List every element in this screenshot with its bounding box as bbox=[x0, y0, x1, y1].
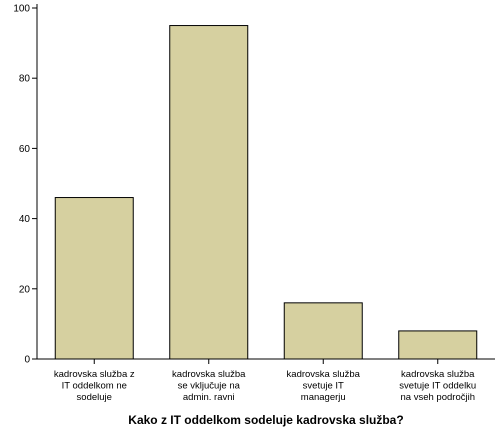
x-axis: kadrovska služba z IT oddelkom ne sodeluje… bbox=[37, 358, 495, 403]
bar bbox=[283, 302, 363, 360]
x-tick-label-line: se vključuje na bbox=[178, 381, 241, 392]
x-tick-label: kadrovska služba z IT oddelkom ne sodeluje bbox=[54, 369, 135, 403]
y-tick-label: 0 bbox=[24, 355, 30, 366]
bar bbox=[398, 330, 478, 360]
y-tick-label: 100 bbox=[13, 4, 30, 15]
x-tick-label-line: svetuje IT bbox=[303, 381, 344, 392]
x-tick-label-line: kadrovska služba bbox=[401, 369, 475, 380]
x-tick-label-line: na vseh področjih bbox=[401, 392, 475, 403]
x-tick-label-line: IT oddelkom ne bbox=[62, 381, 127, 392]
x-tick-label-line: svetuje IT oddelku bbox=[399, 381, 476, 392]
x-tick-label: kadrovska služba svetuje IT managerju bbox=[287, 369, 361, 403]
x-axis-title: Kako z IT oddelkom sodeluje kadrovska sl… bbox=[128, 413, 403, 427]
y-tick-label: 40 bbox=[19, 214, 31, 225]
bar bbox=[54, 197, 134, 360]
x-tick-label-line: sodeluje bbox=[77, 392, 112, 403]
bars bbox=[54, 25, 478, 360]
x-tick-label-line: managerju bbox=[301, 392, 346, 403]
x-tick-label-line: kadrovska služba bbox=[287, 369, 361, 380]
bar bbox=[169, 25, 249, 360]
x-tick-label-line: kadrovska služba z bbox=[54, 369, 135, 380]
y-tick-label: 20 bbox=[19, 284, 31, 295]
x-tick-label-line: kadrovska služba bbox=[172, 369, 246, 380]
y-tick-label: 80 bbox=[19, 74, 31, 85]
y-tick-label: 60 bbox=[19, 144, 31, 155]
y-axis: 0 20 40 60 80 100 bbox=[13, 4, 38, 366]
x-tick-label: kadrovska služba se vključuje na admin. ra… bbox=[172, 369, 246, 403]
x-tick-label: kadrovska služba svetuje IT oddelku na vse… bbox=[399, 369, 476, 403]
x-tick-label-line: admin. ravni bbox=[183, 392, 235, 403]
